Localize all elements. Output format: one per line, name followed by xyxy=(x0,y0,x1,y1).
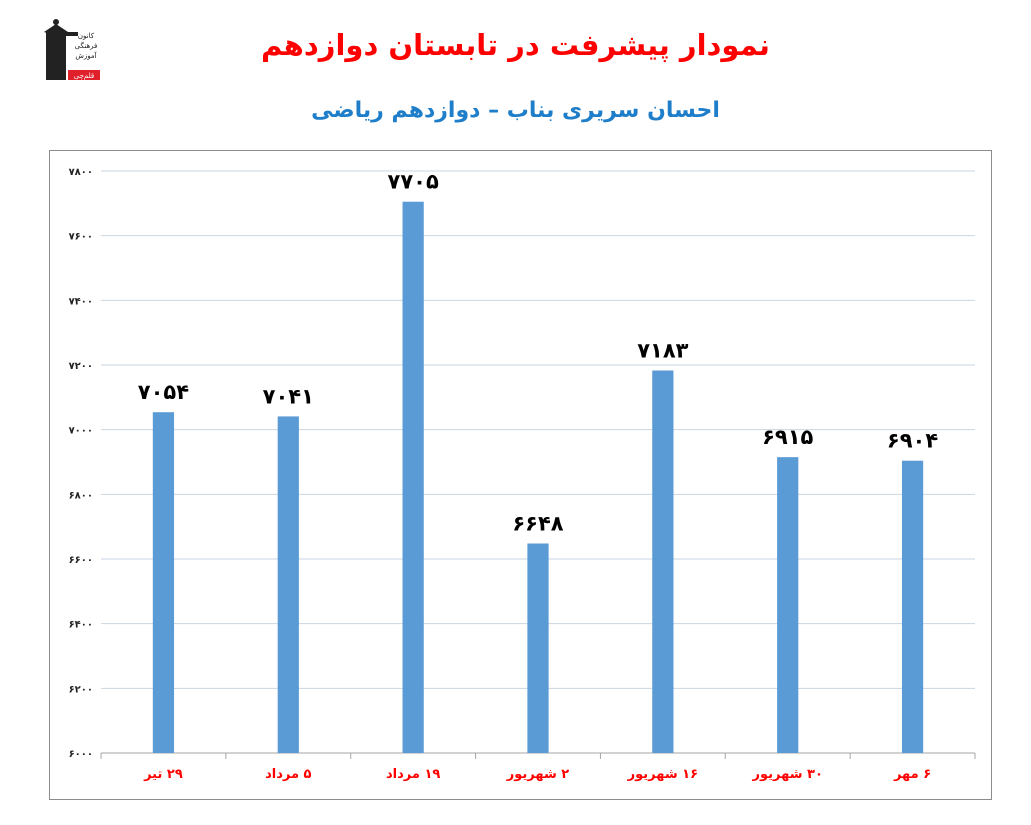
bar xyxy=(277,416,299,753)
x-category-label: ۳۰ شهریور xyxy=(752,767,823,782)
page-subtitle: احسان سریری بناب – دوازدهم ریاضی xyxy=(311,98,720,123)
chart-frame: ۶۰۰۰ ۶۲۰۰ ۶۴۰۰ ۶۶۰۰ ۶۸۰۰ ۷۰۰۰ ۷۲۰۰ ۷۴۰۰ ۷۶۰۰ ۷۸۰۰… xyxy=(49,150,992,800)
y-tick-label: ۷۲۰۰ xyxy=(69,361,93,372)
logo-text-1: کانون xyxy=(78,32,95,40)
bar xyxy=(152,412,175,753)
x-category-label: ۶ مهر xyxy=(893,767,931,782)
y-tick-label: ۷۴۰۰ xyxy=(69,296,93,307)
data-label: ۶۶۴۸ xyxy=(512,511,563,535)
bar xyxy=(777,457,799,753)
x-category-label: ۲ شهریور xyxy=(506,767,570,782)
bar xyxy=(527,543,549,753)
logo-text-4: قلم‌چی xyxy=(74,72,94,80)
y-tick-label: ۷۶۰۰ xyxy=(69,232,93,243)
x-category-label: ۱۹ مرداد xyxy=(386,767,440,782)
bar xyxy=(901,460,924,753)
bar-chart: ۶۰۰۰ ۶۲۰۰ ۶۴۰۰ ۶۶۰۰ ۶۸۰۰ ۷۰۰۰ ۷۲۰۰ ۷۴۰۰ ۷۶۰۰ ۷۸۰۰… xyxy=(69,167,976,782)
data-label: ۷۰۵۴ xyxy=(138,380,189,404)
x-category-label: ۲۹ تیر xyxy=(143,767,183,782)
y-tick-label: ۶۸۰۰ xyxy=(69,490,93,501)
logo-graphic: کانون فرهنگی آموزش قلم‌چی xyxy=(44,19,100,80)
data-label: ۷۰۴۱ xyxy=(263,384,314,408)
page-title: نمودار پیشرفت در تابستان دوازدهم xyxy=(261,28,770,62)
data-label: ۶۹۰۴ xyxy=(887,429,938,453)
logo-text-3: آموزش xyxy=(75,51,97,60)
y-tick-label: ۶۲۰۰ xyxy=(69,684,93,695)
logo-text-2: فرهنگی xyxy=(75,41,98,50)
data-label: ۶۹۱۵ xyxy=(762,425,813,449)
bar xyxy=(652,370,674,753)
x-category-label: ۱۶ شهریور xyxy=(627,767,698,782)
y-tick-label: ۷۸۰۰ xyxy=(69,167,93,178)
y-tick-label: ۷۰۰۰ xyxy=(69,426,93,437)
y-tick-label: ۶۶۰۰ xyxy=(69,555,93,566)
data-label: ۷۱۸۳ xyxy=(637,338,688,362)
logo: کانون فرهنگی آموزش قلم‌چی xyxy=(44,18,102,84)
x-category-label: ۵ مرداد xyxy=(265,767,311,782)
y-tick-label: ۶۴۰۰ xyxy=(69,620,93,631)
y-tick-label: ۶۰۰۰ xyxy=(69,749,93,760)
bar xyxy=(402,201,424,753)
data-label: ۷۷۰۵ xyxy=(388,170,439,194)
